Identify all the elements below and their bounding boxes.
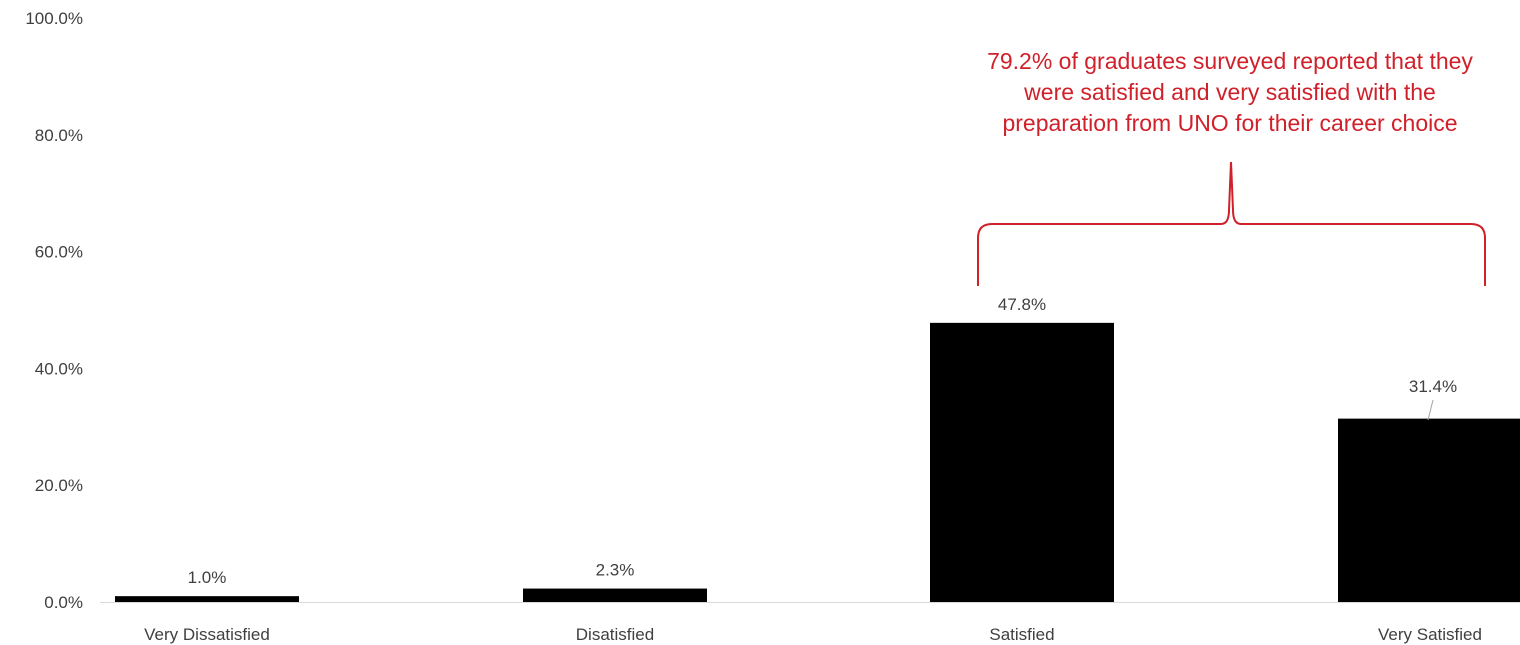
bar: [930, 322, 1114, 602]
data-label: 2.3%: [596, 561, 635, 580]
data-label: 47.8%: [998, 295, 1046, 314]
y-tick-label: 80.0%: [35, 126, 83, 145]
data-label: 31.4%: [1409, 377, 1457, 396]
data-label-leader-line: [1427, 399, 1434, 421]
category-label: Satisfied: [989, 625, 1054, 644]
category-labels-group: Very Dissatisfied Disatisfied Satisfied Ver…: [144, 625, 1482, 644]
annotation-line-3: preparation from UNO for their career ch…: [1002, 110, 1458, 136]
annotation-line-1: 79.2% of graduates surveyed reported tha…: [987, 48, 1473, 74]
annotation-brace: [977, 161, 1486, 286]
bar: [523, 588, 707, 602]
annotation-text: 79.2% of graduates surveyed reported tha…: [930, 46, 1520, 139]
y-tick-label: 20.0%: [35, 476, 83, 495]
category-label: Very Dissatisfied: [144, 625, 270, 644]
data-labels-group: 1.0% 2.3% 47.8% 31.4%: [188, 295, 1457, 587]
y-tick-label: 0.0%: [44, 593, 83, 612]
bars-group: [115, 322, 1520, 602]
annotation-line-2: were satisfied and very satisfied with t…: [1024, 79, 1436, 105]
data-label: 1.0%: [188, 568, 227, 587]
y-axis-ticks: 0.0% 20.0% 40.0% 60.0% 80.0% 100.0%: [25, 9, 83, 612]
bar: [1338, 418, 1520, 602]
category-label: Very Satisfied: [1378, 625, 1482, 644]
category-label: Disatisfied: [576, 625, 654, 644]
y-tick-label: 100.0%: [25, 9, 83, 28]
bar: [115, 596, 299, 602]
y-tick-label: 40.0%: [35, 359, 83, 378]
y-tick-label: 60.0%: [35, 243, 83, 262]
